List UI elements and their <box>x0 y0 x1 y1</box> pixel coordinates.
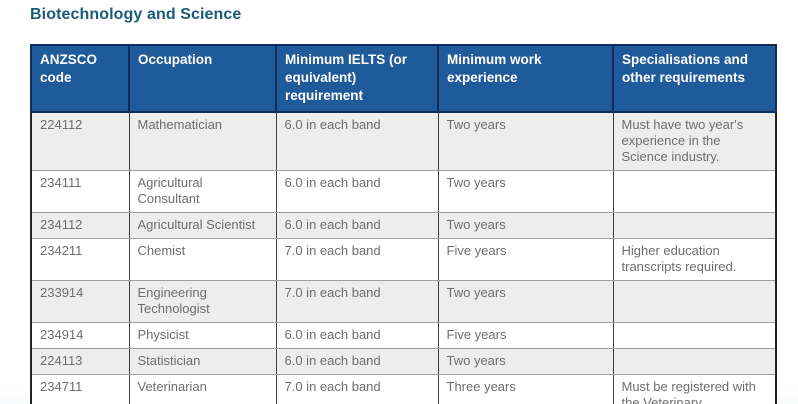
cell-experience: Five years <box>437 238 614 281</box>
cell-anzsco-code: 233914 <box>30 280 130 323</box>
cell-ielts: 6.0 in each band <box>275 111 439 171</box>
cell-occupation: Agricultural Consultant <box>128 170 277 213</box>
cell-occupation: Veterinarian <box>128 374 277 404</box>
cell-experience: Two years <box>437 348 614 375</box>
column-header-ielts-requirement: Minimum IELTS (or equivalent) requiremen… <box>275 44 439 113</box>
table-row: 234112 Agricultural Scientist 6.0 in each … <box>30 212 777 239</box>
cell-specialisations <box>612 170 777 213</box>
cell-ielts: 7.0 in each band <box>275 280 439 323</box>
table-row: 234711 Veterinarian 7.0 in each band Three … <box>30 374 777 404</box>
table-row: 234211 Chemist 7.0 in each band Five years H… <box>30 238 777 281</box>
cell-experience: Two years <box>437 111 614 171</box>
cell-occupation: Physicist <box>128 322 277 349</box>
cell-anzsco-code: 224113 <box>30 348 130 375</box>
column-header-work-experience: Minimum work experience <box>437 44 614 113</box>
table-header-row: ANZSCO code Occupation Minimum IELTS (or… <box>30 44 777 113</box>
table-header: ANZSCO code Occupation Minimum IELTS (or… <box>30 44 777 113</box>
column-header-specialisations: Specialisations and other requirements <box>612 44 777 113</box>
cell-anzsco-code: 234211 <box>30 238 130 281</box>
cell-specialisations: Must have two year's experience in the S… <box>612 111 777 171</box>
cell-experience: Two years <box>437 212 614 239</box>
cell-ielts: 6.0 in each band <box>275 212 439 239</box>
cell-ielts: 7.0 in each band <box>275 374 439 404</box>
column-header-occupation: Occupation <box>128 44 277 113</box>
cell-specialisations <box>612 348 777 375</box>
cell-ielts: 6.0 in each band <box>275 170 439 213</box>
cell-experience: Two years <box>437 280 614 323</box>
table-row: 234111 Agricultural Consultant 6.0 in each… <box>30 170 777 213</box>
cell-experience: Two years <box>437 170 614 213</box>
cell-occupation: Engineering Technologist <box>128 280 277 323</box>
table-body: 224112 Mathematician 6.0 in each band Two y… <box>30 111 777 404</box>
table-row: 234914 Physicist 6.0 in each band Five year… <box>30 322 777 349</box>
cell-experience: Three years <box>437 374 614 404</box>
cell-occupation: Mathematician <box>128 111 277 171</box>
occupation-table: ANZSCO code Occupation Minimum IELTS (or… <box>30 44 777 404</box>
table-row: 224112 Mathematician 6.0 in each band Two y… <box>30 111 777 171</box>
cell-ielts: 6.0 in each band <box>275 322 439 349</box>
column-header-anzsco-code: ANZSCO code <box>30 44 130 113</box>
cell-anzsco-code: 224112 <box>30 111 130 171</box>
cell-specialisations <box>612 322 777 349</box>
cell-occupation: Agricultural Scientist <box>128 212 277 239</box>
cell-specialisations: Higher education transcripts required. <box>612 238 777 281</box>
cell-anzsco-code: 234914 <box>30 322 130 349</box>
cell-occupation: Chemist <box>128 238 277 281</box>
cell-specialisations <box>612 280 777 323</box>
cell-anzsco-code: 234711 <box>30 374 130 404</box>
page-title: Biotechnology and Science <box>30 6 242 23</box>
cell-specialisations: Must be registered with the Veterinary P… <box>612 374 777 404</box>
table-row: 233914 Engineering Technologist 7.0 in eac… <box>30 280 777 323</box>
table-row: 224113 Statistician 6.0 in each band Two ye… <box>30 348 777 375</box>
cell-experience: Five years <box>437 322 614 349</box>
cell-specialisations <box>612 212 777 239</box>
cell-ielts: 7.0 in each band <box>275 238 439 281</box>
cell-occupation: Statistician <box>128 348 277 375</box>
cell-anzsco-code: 234112 <box>30 212 130 239</box>
cell-ielts: 6.0 in each band <box>275 348 439 375</box>
cell-anzsco-code: 234111 <box>30 170 130 213</box>
